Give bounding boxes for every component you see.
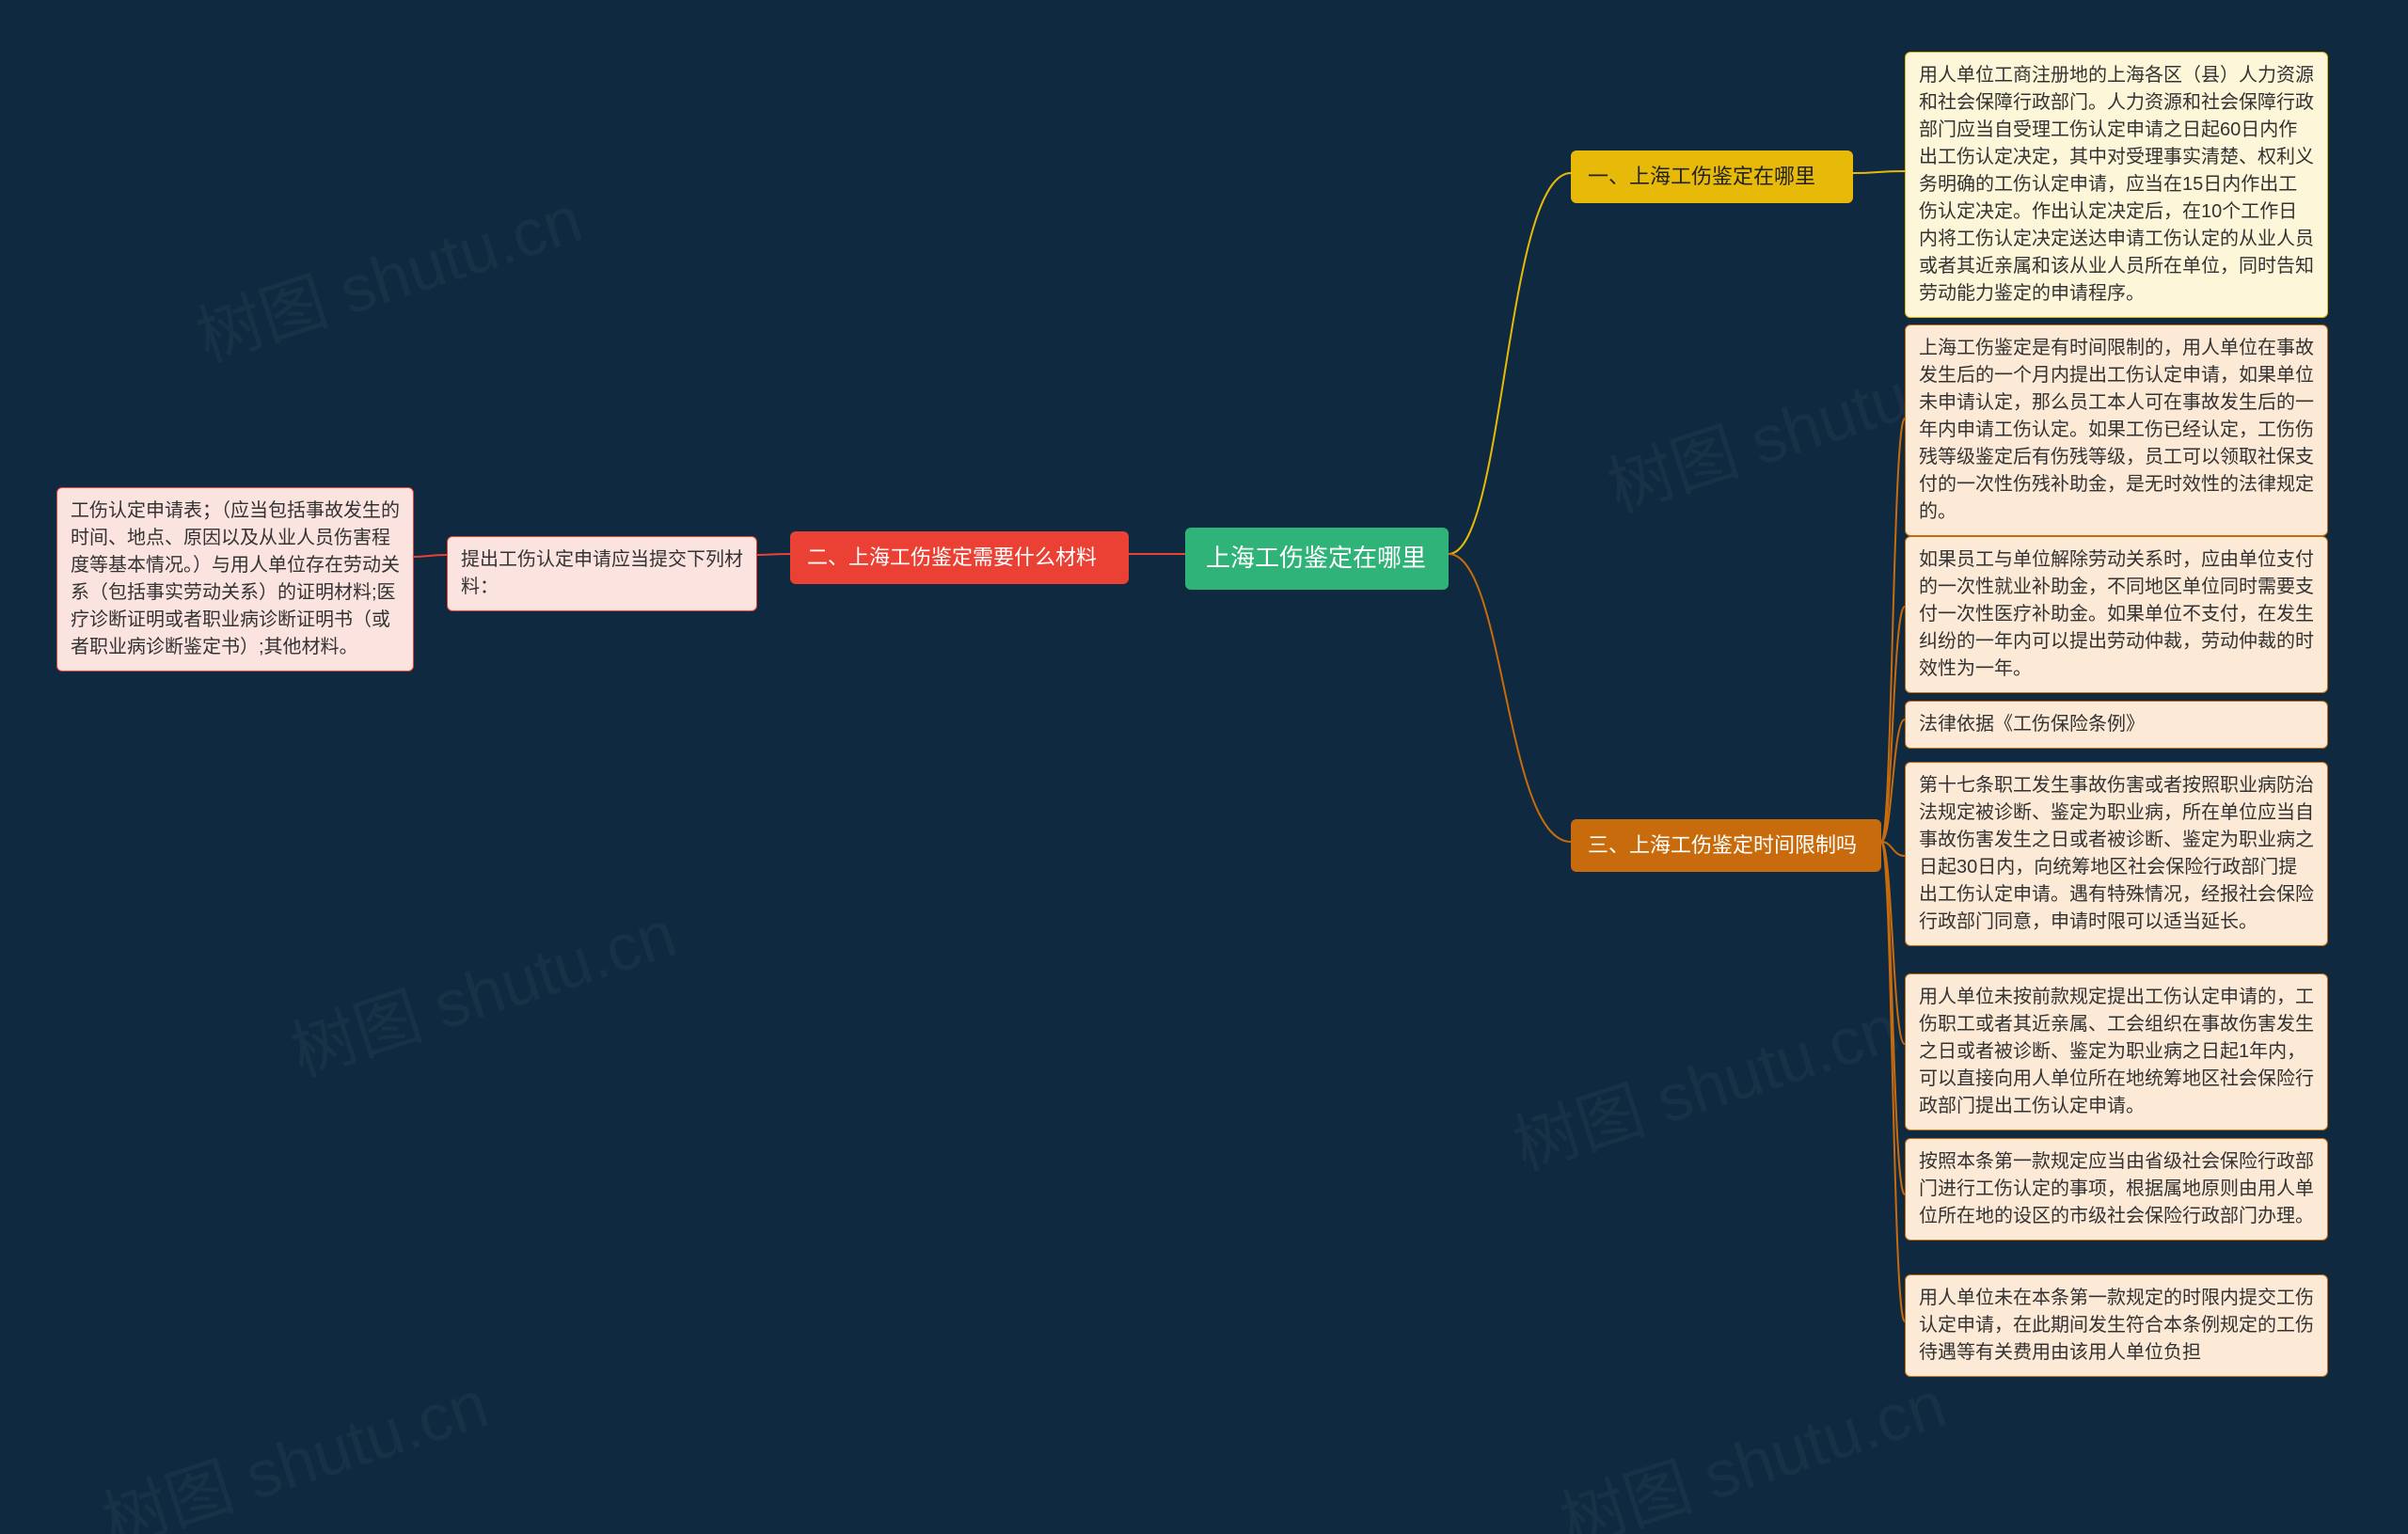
branch-3-leaf-1[interactable]: 如果员工与单位解除劳动关系时，应由单位支付的一次性就业补助金，不同地区单位同时需… xyxy=(1905,536,2328,693)
branch-3-leaf-3[interactable]: 第十七条职工发生事故伤害或者按照职业病防治法规定被诊断、鉴定为职业病，所在单位应… xyxy=(1905,762,2328,946)
watermark: 树图 shutu.cn xyxy=(89,1352,499,1534)
branch-3-leaf-4-text: 用人单位未按前款规定提出工伤认定申请的，工伤职工或者其近亲属、工会组织在事故伤害… xyxy=(1919,987,2314,1116)
watermark: 树图 shutu.cn xyxy=(277,881,687,1095)
branch-1-label: 一、上海工伤鉴定在哪里 xyxy=(1588,165,1815,188)
watermark: 树图 shutu.cn xyxy=(1500,975,1909,1189)
branch-3-leaf-5[interactable]: 按照本条第一款规定应当由省级社会保险行政部门进行工伤认定的事项，根据属地原则由用… xyxy=(1905,1138,2328,1241)
branch-2-leaf-text: 工伤认定申请表；（应当包括事故发生的时间、地点、原因以及从业人员伤害程度等基本情… xyxy=(71,500,400,657)
branch-3-leaf-1-text: 如果员工与单位解除劳动关系时，应由单位支付的一次性就业补助金，不同地区单位同时需… xyxy=(1919,549,2314,679)
branch-1-leaf[interactable]: 用人单位工商注册地的上海各区（县）人力资源和社会保障行政部门。人力资源和社会保障… xyxy=(1905,52,2328,318)
branch-3-leaf-2[interactable]: 法律依据《工伤保险条例》 xyxy=(1905,701,2328,749)
branch-3-leaf-0-text: 上海工伤鉴定是有时间限制的，用人单位在事故发生后的一个月内提出工伤认定申请，如果… xyxy=(1919,338,2314,522)
mindmap-canvas: 树图 shutu.cn 树图 shutu.cn 树图 shutu.cn 树图 s… xyxy=(0,0,2408,1534)
branch-2-sub[interactable]: 提出工伤认定申请应当提交下列材料： xyxy=(447,536,757,611)
branch-3-leaf-2-text: 法律依据《工伤保险条例》 xyxy=(1919,714,2145,735)
branch-3-leaf-4[interactable]: 用人单位未按前款规定提出工伤认定申请的，工伤职工或者其近亲属、工会组织在事故伤害… xyxy=(1905,973,2328,1131)
root-node[interactable]: 上海工伤鉴定在哪里 xyxy=(1185,528,1449,590)
branch-2-label: 二、上海工伤鉴定需要什么材料 xyxy=(807,546,1097,569)
branch-3-label: 三、上海工伤鉴定时间限制吗 xyxy=(1588,833,1857,857)
branch-3-leaf-3-text: 第十七条职工发生事故伤害或者按照职业病防治法规定被诊断、鉴定为职业病，所在单位应… xyxy=(1919,775,2314,932)
root-label: 上海工伤鉴定在哪里 xyxy=(1206,544,1426,572)
branch-3-node[interactable]: 三、上海工伤鉴定时间限制吗 xyxy=(1571,819,1881,872)
branch-2-sub-text: 提出工伤认定申请应当提交下列材料： xyxy=(461,549,743,597)
branch-1-leaf-text: 用人单位工商注册地的上海各区（县）人力资源和社会保障行政部门。人力资源和社会保障… xyxy=(1919,65,2314,304)
watermark: 树图 shutu.cn xyxy=(1547,1352,1956,1534)
branch-3-leaf-0[interactable]: 上海工伤鉴定是有时间限制的，用人单位在事故发生后的一个月内提出工伤认定申请，如果… xyxy=(1905,324,2328,536)
branch-1-node[interactable]: 一、上海工伤鉴定在哪里 xyxy=(1571,150,1853,203)
branch-3-leaf-5-text: 按照本条第一款规定应当由省级社会保险行政部门进行工伤认定的事项，根据属地原则由用… xyxy=(1919,1151,2314,1226)
branch-3-leaf-6-text: 用人单位未在本条第一款规定的时限内提交工伤认定申请，在此期间发生符合本条例规定的… xyxy=(1919,1288,2314,1363)
branch-3-leaf-6[interactable]: 用人单位未在本条第一款规定的时限内提交工伤认定申请，在此期间发生符合本条例规定的… xyxy=(1905,1274,2328,1377)
branch-2-leaf[interactable]: 工伤认定申请表；（应当包括事故发生的时间、地点、原因以及从业人员伤害程度等基本情… xyxy=(56,487,414,672)
branch-2-node[interactable]: 二、上海工伤鉴定需要什么材料 xyxy=(790,531,1129,584)
watermark: 树图 shutu.cn xyxy=(183,166,593,380)
